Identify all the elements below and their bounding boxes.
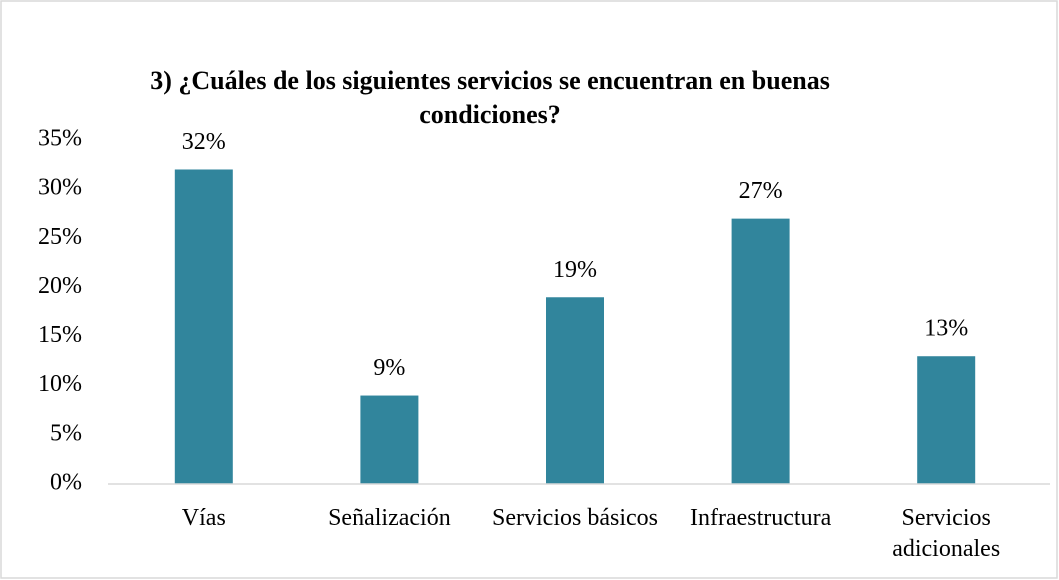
x-tick-label: Vías <box>181 505 226 531</box>
y-tick-label: 25% <box>38 224 82 250</box>
y-tick-label: 10% <box>38 371 82 397</box>
data-label: 27% <box>739 178 783 204</box>
x-tick-label: Servicios básicos <box>492 505 658 531</box>
x-tick-label: Señalización <box>328 505 451 531</box>
y-tick-label: 15% <box>38 322 82 348</box>
data-label: 19% <box>553 257 597 283</box>
y-tick-label: 35% <box>38 126 82 152</box>
bar <box>174 169 233 484</box>
x-tick-label: Servicios adicionales <box>892 505 1001 562</box>
y-tick-label: 20% <box>38 273 82 299</box>
bar <box>360 395 419 484</box>
data-label: 13% <box>924 316 968 342</box>
bar <box>546 297 604 484</box>
y-tick-label: 30% <box>38 175 82 201</box>
y-tick-label: 5% <box>50 420 82 446</box>
bar <box>917 356 976 484</box>
chart-title: 3) ¿Cuáles de los siguientes servicios s… <box>150 66 830 129</box>
y-tick-label: 0% <box>50 470 82 496</box>
data-label: 9% <box>373 355 405 381</box>
data-label: 32% <box>182 129 226 155</box>
x-tick-label: Infraestructura <box>689 505 832 531</box>
bar <box>731 218 790 484</box>
